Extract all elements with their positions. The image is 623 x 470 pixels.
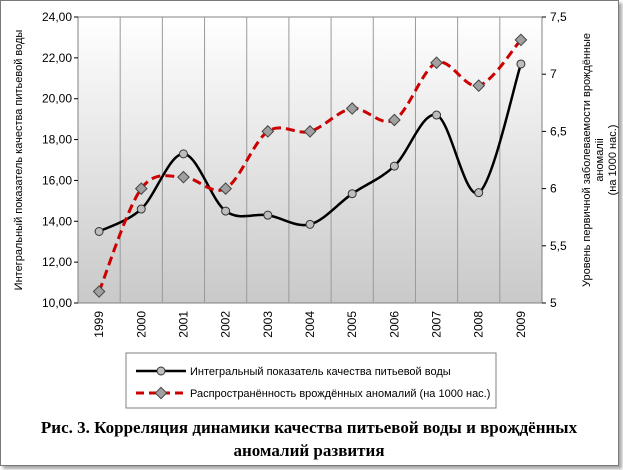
left-tick-label: 20,00 bbox=[42, 92, 72, 106]
left-tick-label: 10,00 bbox=[42, 296, 72, 310]
x-tick-label: 2002 bbox=[219, 311, 233, 338]
left-tick-label: 16,00 bbox=[42, 173, 72, 187]
quality-point bbox=[516, 59, 526, 69]
anomaly-point bbox=[472, 79, 486, 93]
right-tick-label: 6,5 bbox=[550, 124, 567, 138]
right-tick-label: 5 bbox=[550, 296, 557, 310]
legend-item-quality: Интегральный показатель качества питьево… bbox=[136, 366, 451, 378]
caption-line-1: Рис. 3. Корреляция динамики качества пит… bbox=[40, 418, 578, 437]
quality-point bbox=[389, 161, 399, 171]
right-tick-label: 7,5 bbox=[550, 10, 567, 24]
anomaly-point bbox=[134, 182, 148, 195]
right-axis-label: Уровень первичной заболеваемости врождён… bbox=[581, 33, 619, 287]
legend-label-quality: Интегральный показатель качества питьево… bbox=[190, 366, 451, 378]
x-tick-label: 2004 bbox=[303, 311, 317, 338]
anomaly-point bbox=[261, 125, 275, 138]
quality-point bbox=[178, 149, 188, 159]
right-axis-ticks: 5 5,5 6 6,5 7 7,5 bbox=[542, 10, 567, 310]
x-tick-label: 2009 bbox=[514, 311, 528, 338]
right-tick-label: 5,5 bbox=[550, 239, 567, 253]
left-axis-ticks: 10,00 12,00 14,00 16,00 18,00 20,00 22,00 24,00 bbox=[42, 10, 78, 310]
quality-point bbox=[94, 227, 104, 236]
anomaly-point bbox=[514, 33, 528, 47]
x-tick-label: 2005 bbox=[345, 311, 359, 338]
quality-point bbox=[136, 204, 146, 214]
anomaly-point bbox=[92, 285, 106, 298]
anomaly-point bbox=[303, 125, 317, 138]
x-tick-label: 1999 bbox=[92, 311, 106, 338]
chart: 10,00 12,00 14,00 16,00 18,00 20,00 22,00 24,00… bbox=[13, 10, 619, 409]
legend-box bbox=[125, 352, 497, 409]
quality-point bbox=[347, 189, 357, 199]
quality-point bbox=[474, 188, 484, 198]
x-tick-label: 2007 bbox=[430, 311, 444, 338]
right-axis-label-line-1: Уровень первичной заболеваемости врождён… bbox=[581, 33, 593, 287]
legend-item-anomalies: Распространённость врождённых аномалий (… bbox=[136, 386, 490, 400]
anomaly-point bbox=[177, 170, 190, 184]
left-tick-label: 12,00 bbox=[42, 255, 72, 269]
left-tick-label: 24,00 bbox=[42, 10, 72, 24]
x-tick-label: 2000 bbox=[134, 311, 148, 338]
caption-line-2: аномалий развития bbox=[233, 441, 385, 460]
legend-marker-quality bbox=[156, 366, 166, 376]
left-axis-label: Интегральный показатель качества питьево… bbox=[13, 30, 25, 291]
plot-area bbox=[77, 16, 543, 304]
x-tick-label: 2003 bbox=[261, 311, 275, 338]
anomaly-point bbox=[430, 56, 443, 70]
quality-point bbox=[432, 110, 442, 120]
quality-point bbox=[221, 206, 231, 216]
x-tick-label: 2001 bbox=[176, 311, 190, 338]
quality-point bbox=[305, 219, 315, 229]
x-axis-ticks: 1999 2000 2001 2002 2003 2004 2005 2006 2007 2008… bbox=[92, 311, 528, 338]
anomaly-point bbox=[345, 102, 359, 115]
quality-point bbox=[263, 210, 273, 220]
series-line-quality bbox=[98, 63, 523, 233]
right-tick-label: 6 bbox=[550, 182, 557, 196]
left-tick-label: 18,00 bbox=[42, 133, 72, 147]
x-tick-label: 2008 bbox=[472, 311, 486, 338]
right-axis-label-line-3: (на 1000 нас.) bbox=[607, 125, 619, 196]
right-tick-label: 7 bbox=[550, 67, 557, 81]
anomaly-point bbox=[387, 113, 401, 127]
series-layer bbox=[92, 33, 528, 298]
figure-caption: Рис. 3. Корреляция динамики качества пит… bbox=[0, 416, 618, 462]
x-tick-label: 2006 bbox=[387, 311, 401, 338]
anomaly-point bbox=[219, 182, 233, 195]
left-tick-label: 22,00 bbox=[42, 51, 72, 65]
left-tick-label: 14,00 bbox=[42, 214, 72, 228]
legend-marker-anomalies bbox=[154, 386, 168, 400]
right-axis-label-line-2: аномалii bbox=[594, 138, 606, 181]
legend-label-anomalies: Распространённость врождённых аномалий (… bbox=[190, 388, 490, 400]
